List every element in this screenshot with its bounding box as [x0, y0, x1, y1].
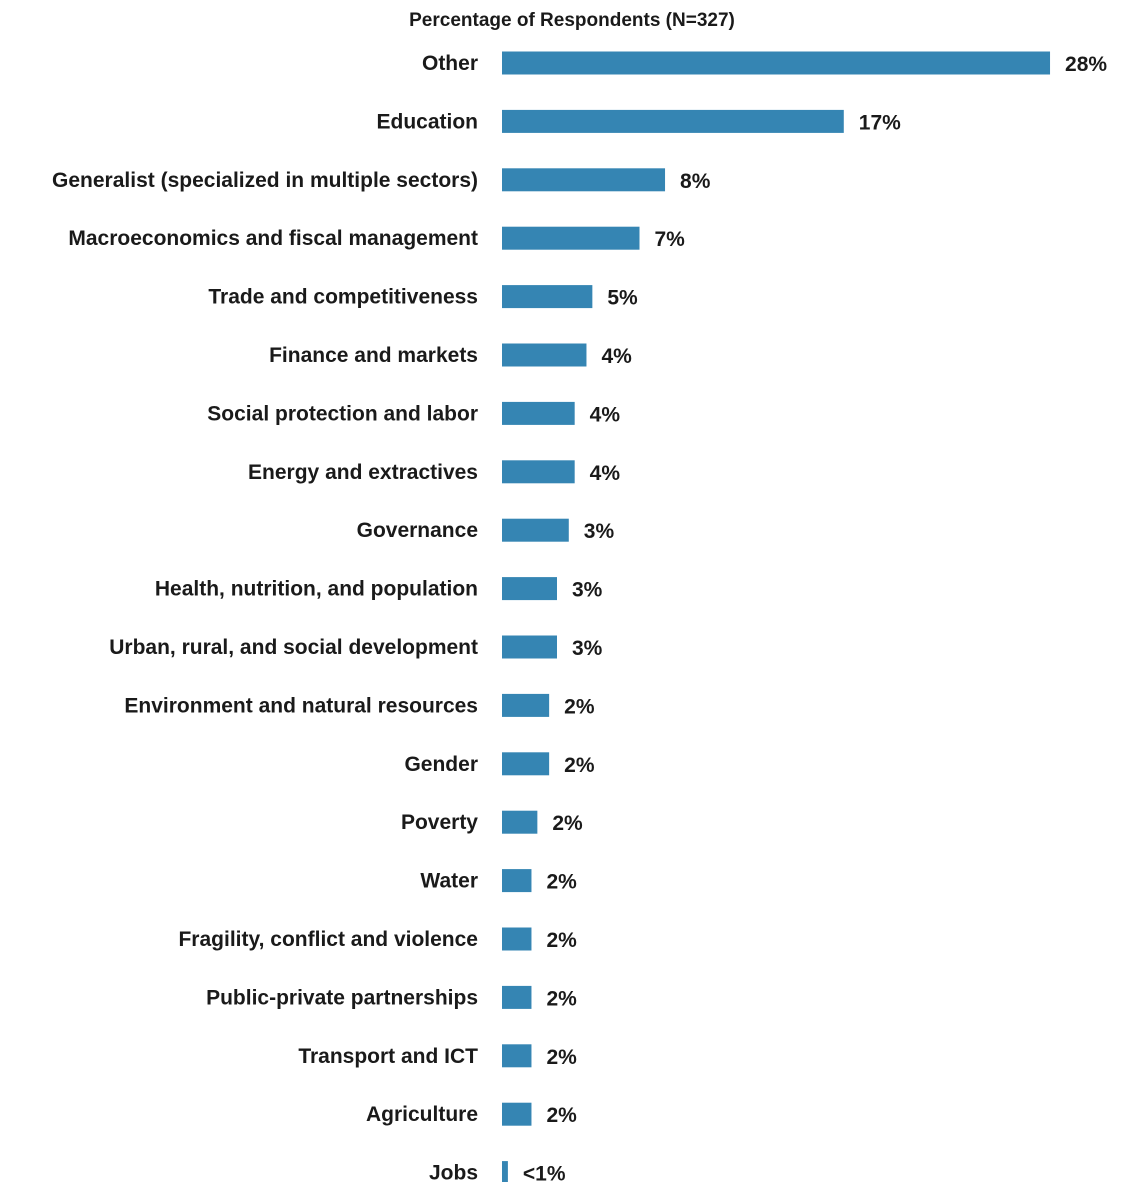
category-label: Environment and natural resources [124, 694, 478, 717]
bar-row: Social protection and labor 4% [207, 401, 621, 426]
category-label: Poverty [401, 811, 478, 834]
data-label: 2% [564, 754, 595, 777]
category-label: Generalist (specialized in multiple sect… [52, 169, 478, 192]
bar-row: Gender 2% [404, 752, 595, 777]
category-label: Health, nutrition, and population [155, 578, 478, 601]
category-label: Public-private partnerships [206, 986, 478, 1009]
bar [502, 401, 575, 425]
category-label: Urban, rural, and social development [109, 636, 478, 659]
data-label: 4% [590, 403, 621, 426]
bar-row: Urban, rural, and social development 3% [109, 635, 603, 660]
category-label: Gender [404, 753, 478, 776]
bar [502, 577, 557, 601]
data-label: 2% [546, 1104, 577, 1127]
bar [502, 518, 569, 542]
bar [502, 168, 666, 192]
bar-row: Other 28% [422, 51, 1107, 76]
bar-row: Fragility, conflict and violence 2% [178, 927, 577, 952]
category-label: Energy and extractives [248, 461, 478, 484]
category-label: Macroeconomics and fiscal management [68, 227, 478, 250]
bar [502, 927, 532, 951]
bar-row: Generalist (specialized in multiple sect… [52, 168, 711, 193]
category-label: Trade and competitiveness [208, 286, 478, 309]
data-label: 2% [546, 1046, 577, 1069]
category-label: Jobs [429, 1162, 478, 1182]
data-label: <1% [523, 1163, 566, 1182]
category-label: Finance and markets [269, 344, 478, 367]
bar [502, 460, 575, 484]
bar [502, 985, 532, 1009]
data-label: 2% [552, 812, 583, 835]
category-label: Transport and ICT [298, 1045, 478, 1068]
category-label: Governance [357, 519, 478, 542]
bar-row: Governance 3% [357, 518, 615, 543]
bar [502, 752, 550, 776]
bar [502, 693, 550, 717]
chart-title: Percentage of Respondents (N=327) [409, 10, 735, 31]
bar [502, 1044, 532, 1068]
data-label: 2% [546, 929, 577, 952]
category-label: Fragility, conflict and violence [178, 928, 478, 951]
bar [502, 1161, 508, 1185]
data-label: 7% [655, 228, 686, 251]
bar-row: Education 17% [376, 109, 901, 134]
data-label: 3% [572, 579, 603, 602]
bar-row: Water 2% [420, 869, 577, 894]
data-label: 3% [584, 520, 615, 543]
data-label: 2% [546, 987, 577, 1010]
bar [502, 1102, 532, 1126]
bar-row: Finance and markets 4% [269, 343, 632, 368]
bar [502, 285, 593, 309]
bar [502, 343, 587, 367]
category-label: Education [376, 110, 478, 133]
bar-row: Health, nutrition, and population 3% [155, 577, 603, 602]
bar [502, 226, 640, 250]
bar-row: Energy and extractives 4% [248, 460, 620, 485]
bar-row: Jobs <1% [429, 1161, 566, 1186]
data-label: 5% [607, 287, 638, 310]
bar [502, 51, 1051, 75]
category-label: Water [420, 870, 478, 893]
bar-row: Poverty 2% [401, 810, 583, 835]
bar-row: Environment and natural resources 2% [124, 693, 595, 718]
bar [502, 810, 538, 834]
data-label: 2% [564, 695, 595, 718]
bars-layer: Other 28% Education 17% Generalist (speciali… [52, 51, 1107, 1186]
bar-row: Public-private partnerships 2% [206, 985, 577, 1010]
bar-row: Agriculture 2% [366, 1102, 577, 1127]
bar-row: Macroeconomics and fiscal management 7% [68, 226, 686, 251]
bar [502, 635, 557, 659]
data-label: 17% [859, 111, 901, 134]
bar-row: Trade and competitiveness 5% [208, 285, 638, 310]
data-label: 4% [601, 345, 632, 368]
data-label: 2% [546, 871, 577, 894]
bar [502, 869, 532, 893]
data-label: 3% [572, 637, 603, 660]
bar [502, 109, 844, 133]
category-label: Social protection and labor [207, 402, 478, 425]
category-label: Agriculture [366, 1103, 478, 1126]
data-label: 8% [680, 170, 711, 193]
data-label: 28% [1065, 53, 1107, 76]
data-label: 4% [590, 462, 621, 485]
category-label: Other [422, 52, 478, 75]
bar-row: Transport and ICT 2% [298, 1044, 577, 1069]
